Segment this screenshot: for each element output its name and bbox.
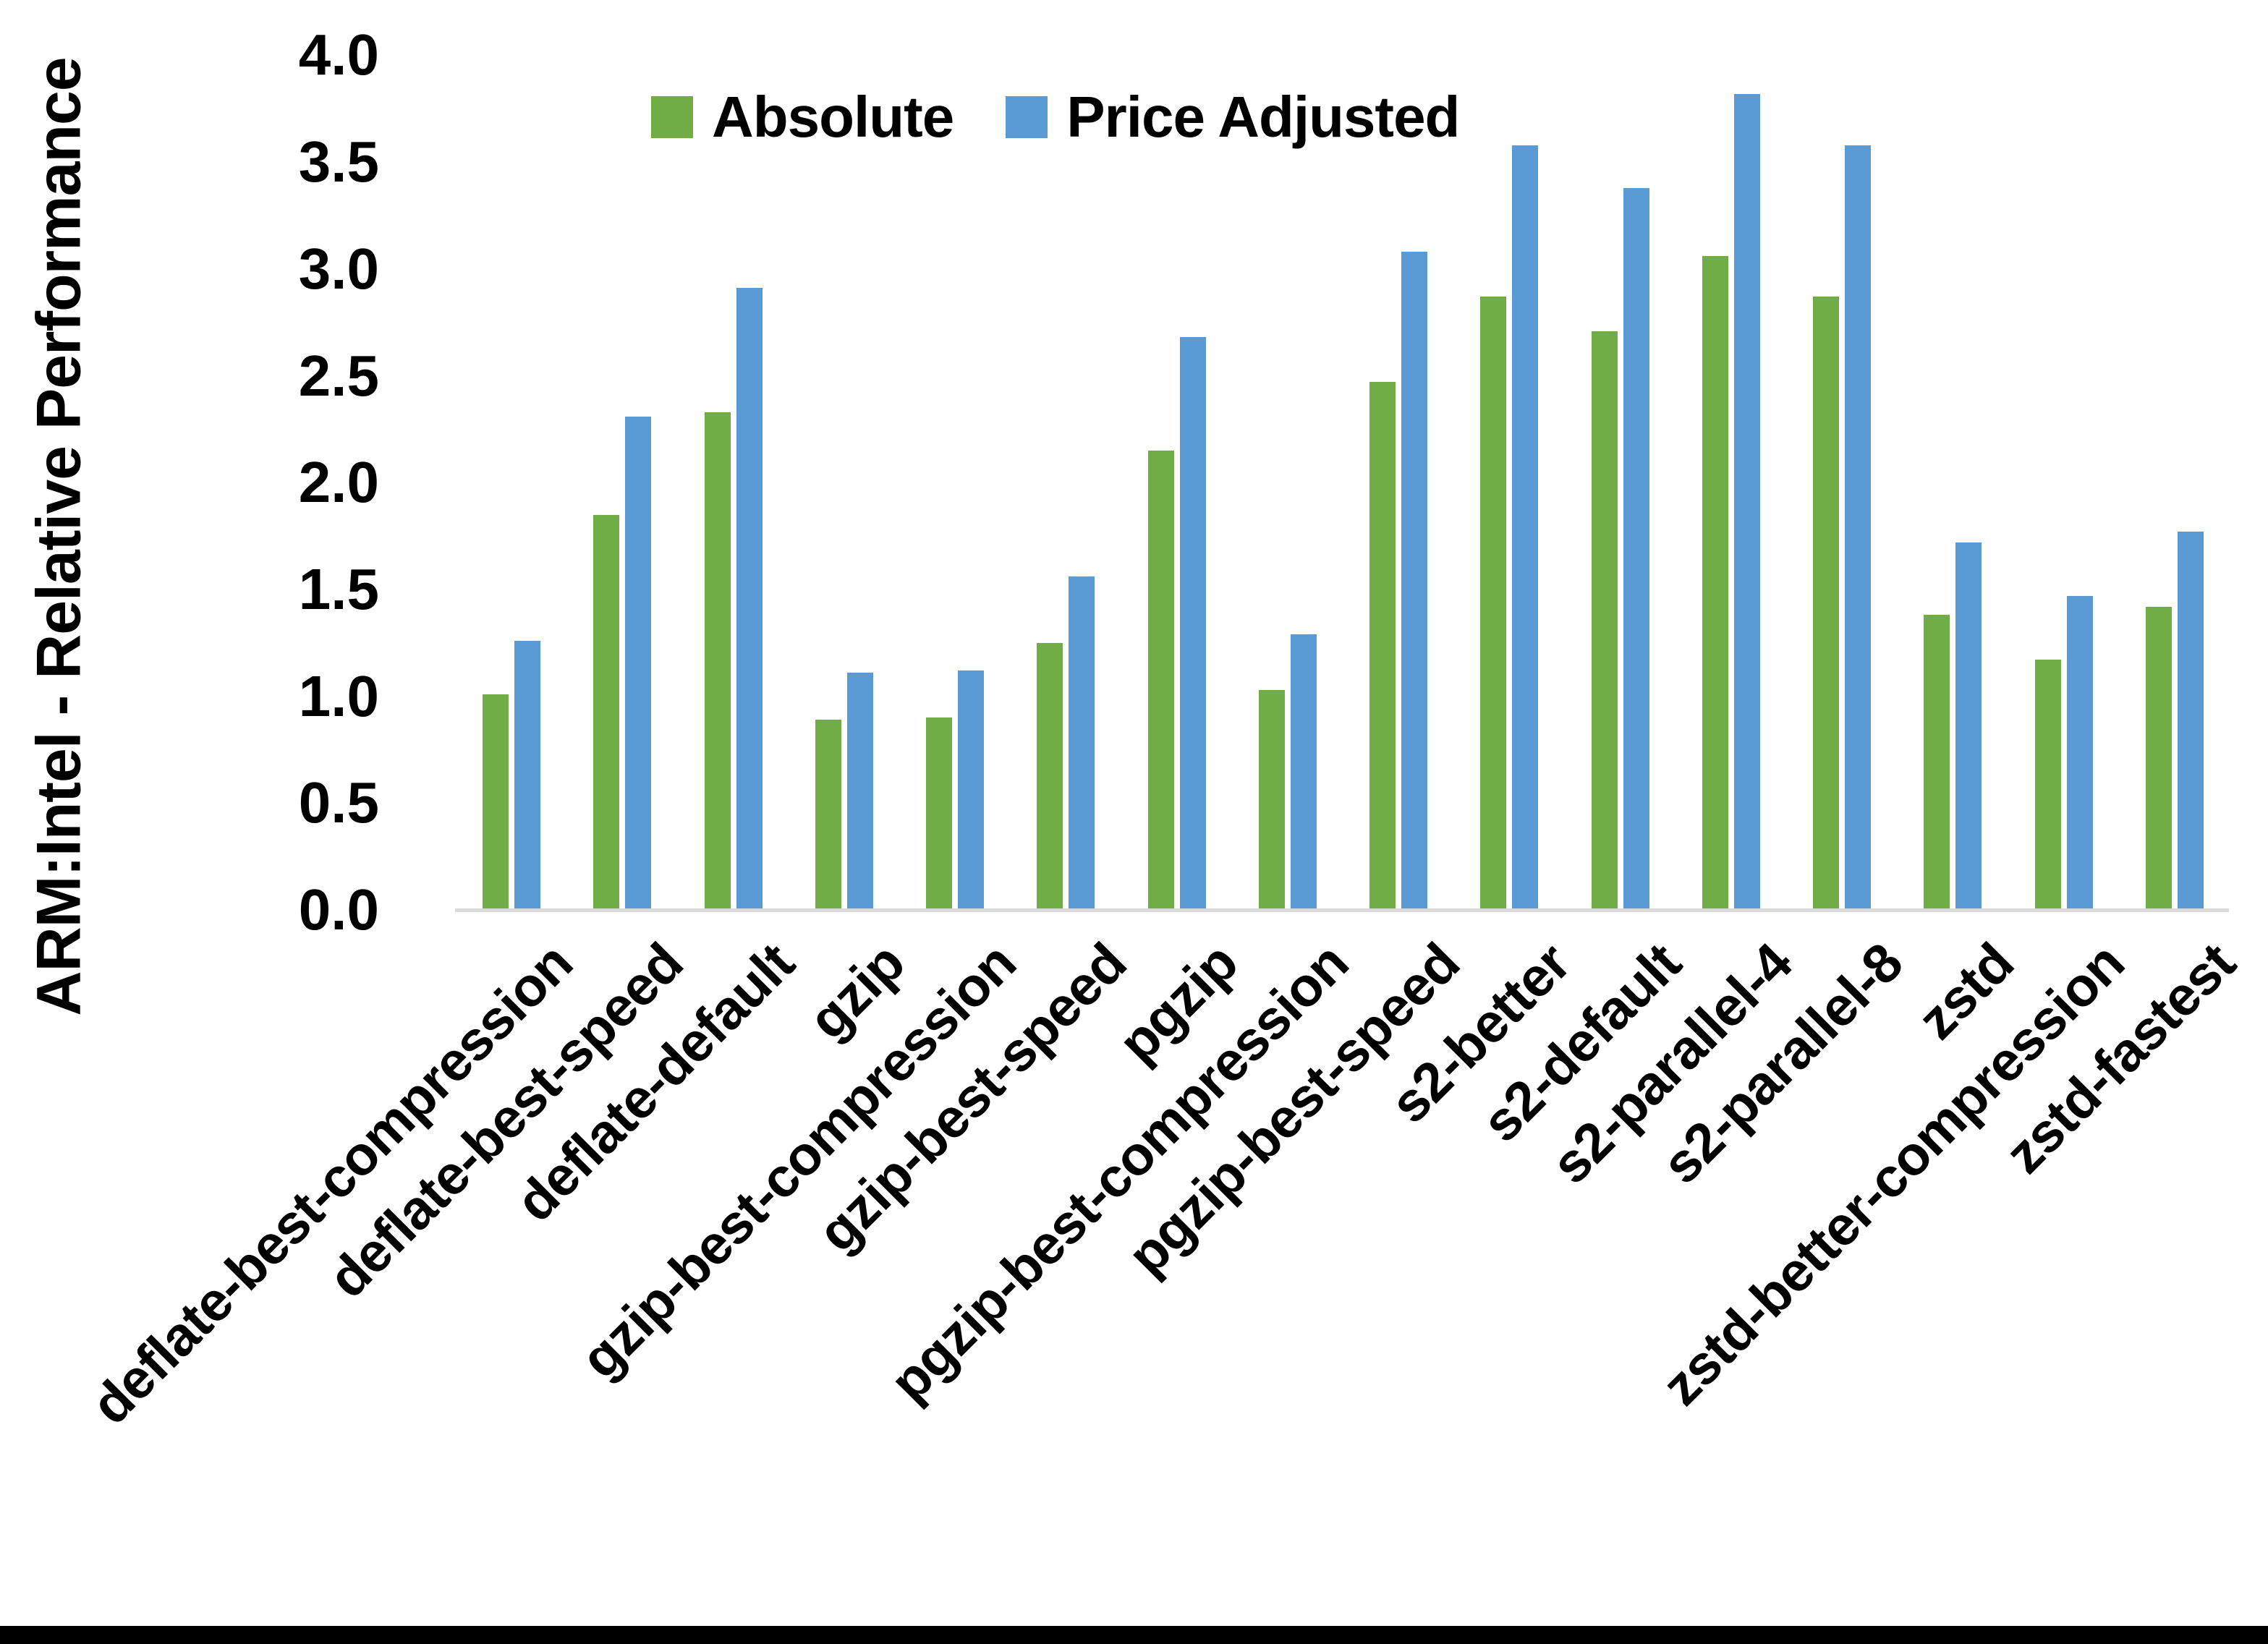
bar-absolute-deflate-best-speed <box>593 514 620 910</box>
bar-absolute-deflate-default <box>704 412 731 910</box>
bar-price-adjusted-deflate-best-speed <box>625 416 652 910</box>
legend-label-absolute: Absolute <box>712 85 954 149</box>
bar-absolute-s2-parallel-8 <box>1813 297 1839 910</box>
bar-absolute-zstd-better-compression <box>2034 660 2061 910</box>
legend-item-absolute: Absolute <box>651 84 954 150</box>
x-axis-line <box>455 908 2229 912</box>
bar-price-adjusted-zstd-fastest <box>2177 532 2204 910</box>
bar-absolute-gzip <box>815 720 841 910</box>
legend-swatch-absolute <box>651 96 693 138</box>
bar-absolute-pgzip-best-compression <box>1258 689 1285 910</box>
y-tick-label: 3.0 <box>298 236 379 301</box>
bar-price-adjusted-s2-better <box>1512 145 1539 910</box>
bar-price-adjusted-gzip-best-speed <box>1069 576 1095 910</box>
bar-absolute-deflate-best-compression <box>483 694 509 910</box>
y-axis-title: ARM:Intel - Relative Performance <box>24 57 94 1016</box>
bar-price-adjusted-pgzip-best-speed <box>1401 252 1427 910</box>
bottom-border <box>0 1626 2268 1644</box>
legend-swatch-price-adjusted <box>1006 96 1048 138</box>
bar-absolute-zstd <box>1924 615 1950 910</box>
y-tick-label: 4.0 <box>298 22 379 88</box>
y-tick-label: 0.0 <box>298 877 379 942</box>
bar-price-adjusted-pgzip <box>1179 337 1206 910</box>
bar-price-adjusted-deflate-default <box>736 288 763 910</box>
bar-absolute-zstd-fastest <box>2145 606 2172 910</box>
bar-price-adjusted-s2-parallel-4 <box>1733 93 1760 910</box>
bar-absolute-pgzip <box>1147 450 1174 910</box>
legend: Absolute Price Adjusted <box>651 84 1460 150</box>
bar-price-adjusted-gzip <box>846 673 873 910</box>
y-tick-label: 2.5 <box>298 343 379 408</box>
y-tick-label: 1.5 <box>298 556 379 621</box>
bar-price-adjusted-gzip-best-compression <box>958 670 984 910</box>
y-tick-label: 1.0 <box>298 663 379 728</box>
y-tick-label: 3.5 <box>298 129 379 195</box>
bar-absolute-gzip-best-speed <box>1037 642 1063 911</box>
bar-price-adjusted-s2-default <box>1623 187 1649 910</box>
bar-price-adjusted-pgzip-best-compression <box>1290 634 1317 910</box>
bar-price-adjusted-deflate-best-compression <box>514 640 540 910</box>
bar-absolute-s2-parallel-4 <box>1702 256 1728 910</box>
bar-absolute-gzip-best-compression <box>926 717 952 910</box>
legend-item-price-adjusted: Price Adjusted <box>1006 84 1460 150</box>
bar-absolute-pgzip-best-speed <box>1369 382 1396 910</box>
y-tick-label: 2.0 <box>298 450 379 515</box>
bar-absolute-s2-better <box>1480 297 1507 910</box>
bar-absolute-s2-default <box>1591 331 1618 910</box>
bar-price-adjusted-zstd-better-compression <box>2066 595 2093 910</box>
y-tick-label: 0.5 <box>298 770 379 835</box>
bar-price-adjusted-zstd <box>1955 542 1982 910</box>
bar-price-adjusted-s2-parallel-8 <box>1845 145 1871 910</box>
x-axis-label: deflate-best-compression <box>80 932 585 1436</box>
legend-label-price-adjusted: Price Adjusted <box>1066 85 1460 149</box>
